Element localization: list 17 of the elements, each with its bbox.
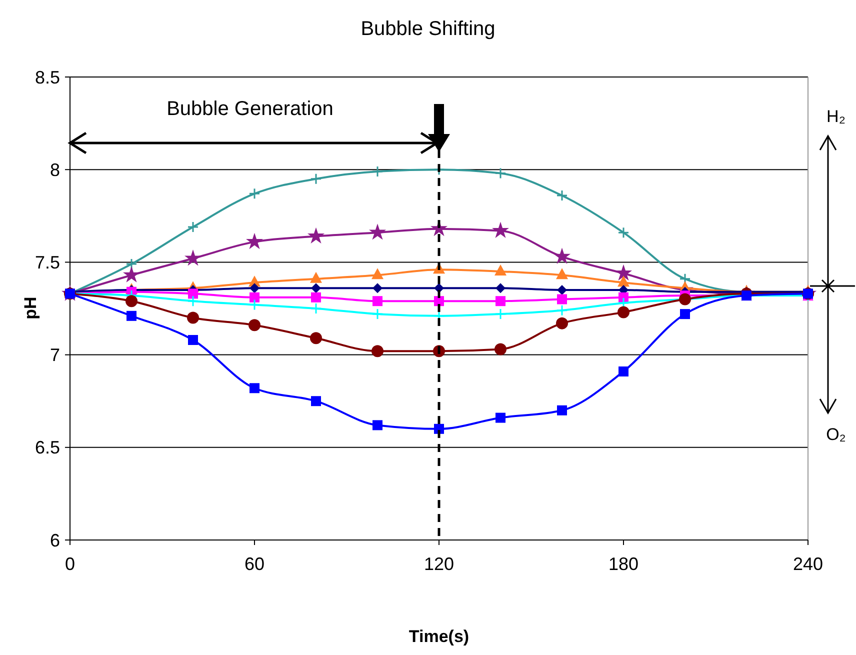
y-tick-label: 6 xyxy=(50,530,60,550)
y-tick-label: 8 xyxy=(50,160,60,180)
annotation: Bubble Generation xyxy=(166,98,334,120)
y-tick-label: 8.5 xyxy=(34,67,60,88)
x-tick-label: 0 xyxy=(64,554,76,574)
x-axis-title: Time(s) xyxy=(408,627,470,646)
x-tick-label: 120 xyxy=(424,554,454,574)
y-tick-label: 7 xyxy=(50,345,60,366)
y-axis-title: pH xyxy=(21,296,40,320)
x-tick-label: 60 xyxy=(244,554,265,574)
x-tick-label: 240 xyxy=(792,554,824,574)
x-tick-label: 180 xyxy=(608,554,639,574)
chart-title: Bubble Shifting xyxy=(360,18,496,40)
text: O₂ xyxy=(826,425,846,444)
text: H₂ xyxy=(826,107,846,126)
y-tick-label: 7.5 xyxy=(34,252,60,272)
y-tick-label: 6.5 xyxy=(34,438,60,458)
